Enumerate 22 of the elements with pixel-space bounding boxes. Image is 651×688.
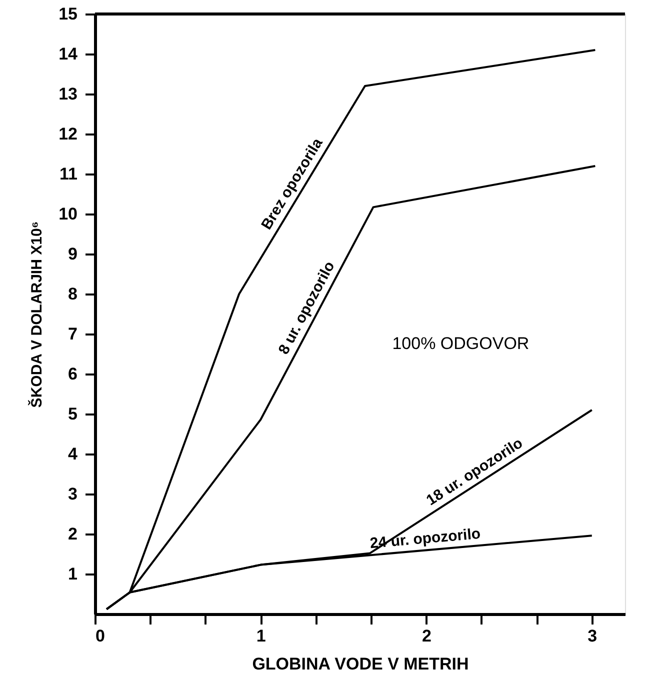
x-tick-label: 2 xyxy=(422,626,432,646)
y-tick-label: 5 xyxy=(68,404,78,424)
y-tick-label: 11 xyxy=(60,164,78,184)
y-tick-label: 2 xyxy=(68,524,78,544)
y-tick-label: 9 xyxy=(68,244,78,264)
y-tick-label: 1 xyxy=(68,564,78,584)
y-tick-label: 13 xyxy=(58,84,78,104)
y-tick-label: 10 xyxy=(58,204,78,224)
y-tick-label: 7 xyxy=(68,324,78,344)
y-tick-label: 8 xyxy=(68,284,78,304)
y-tick-label: 12 xyxy=(58,124,78,144)
x-tick-label: 1 xyxy=(256,626,266,646)
x-axis-title: GLOBINA VODE V METRIH xyxy=(252,654,469,674)
y-tick-label: 15 xyxy=(58,4,78,24)
annotation: 100% ODGOVOR xyxy=(392,334,530,353)
y-tick-label: 4 xyxy=(68,444,78,464)
x-tick-label: 0 xyxy=(96,626,105,646)
y-axis-title: ŠKODA V DOLARJIH X10⁶ xyxy=(28,221,46,408)
y-tick-label: 3 xyxy=(68,484,78,504)
y-tick-label: 14 xyxy=(58,44,78,64)
x-tick-label: 3 xyxy=(588,626,598,646)
y-tick-label: 6 xyxy=(68,364,78,384)
